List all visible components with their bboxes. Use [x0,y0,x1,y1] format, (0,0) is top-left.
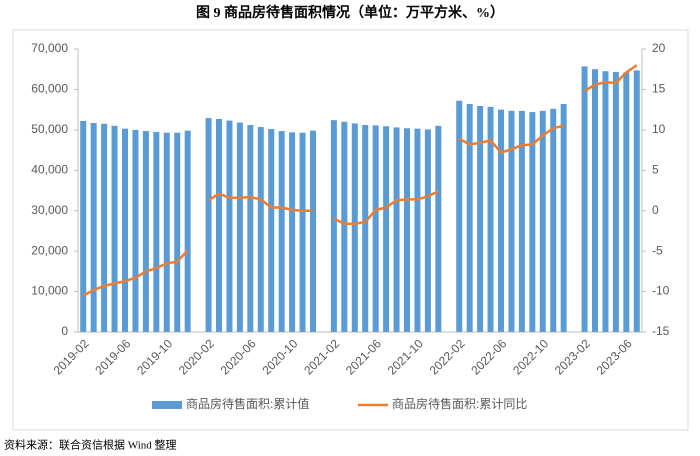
bar [205,118,212,332]
y-tick-label: 0 [61,324,68,338]
bar [111,125,118,332]
y2-tick-label: 5 [652,162,659,176]
bar [142,131,149,332]
bar [351,123,358,332]
bar [153,131,160,332]
bar [101,123,108,333]
bar [498,109,504,333]
bar [278,131,285,332]
x-tick-label: 2020-06 [218,336,259,377]
bar [310,130,316,332]
bar [529,112,536,332]
line [82,64,638,297]
source-note: 资料来源：联合资信根据 Wind 整理 [4,438,177,452]
bar [268,129,275,332]
bar [581,66,588,333]
y-tick-label: 10,000 [31,284,68,298]
y2-tick-label: 15 [652,82,666,96]
y2-tick-label: -15 [652,324,670,338]
bar [90,122,97,332]
y-tick-label: 50,000 [31,122,68,136]
bar [226,120,233,333]
bar [299,132,306,332]
y-tick-label: 40,000 [31,162,68,176]
bar [539,110,546,332]
bar [132,129,139,332]
bar [435,125,442,332]
bar [362,125,369,333]
y2-tick-label: 0 [652,203,659,217]
y2-tick-label: 10 [652,122,666,136]
bar [383,126,390,333]
bar [466,103,473,333]
bar [289,132,296,332]
x-tick-label: 2022-10 [510,336,551,377]
x-tick-label: 2023-02 [552,336,593,377]
bar [487,106,494,332]
bar [518,110,525,332]
y2-tick-label: -10 [652,284,670,298]
bar [341,121,348,333]
bar [174,132,181,332]
x-tick-label: 2021-06 [343,336,384,377]
y2-tick-label: 20 [652,41,666,55]
bar [477,106,484,332]
bar [424,129,431,332]
bar [330,120,337,332]
bar [414,128,421,332]
x-tick-label: 2020-02 [176,336,217,377]
bar [372,125,379,332]
legend-label: 商品房待售面积:累计同比 [392,396,527,411]
y-tick-label: 60,000 [31,82,68,96]
bar [550,108,557,332]
bar [623,72,630,332]
y-tick-label: 70,000 [31,41,68,55]
y2-tick-label: -5 [652,243,663,257]
bar [456,100,463,333]
bar [560,103,567,333]
x-tick-label: 2019-10 [134,336,175,377]
x-tick-label: 2022-02 [427,336,468,377]
bar [216,118,222,332]
x-tick-label: 2021-10 [385,336,426,377]
x-tick-label: 2021-02 [301,336,342,377]
bar [633,70,640,333]
bar [508,110,515,332]
chart-border [12,29,689,431]
chart-title: 图 9 商品房待售面积情况（单位：万平方米、%） [196,4,504,21]
bar [602,71,609,332]
bar [163,132,170,332]
bar [122,128,128,332]
bar [184,130,191,332]
y-tick-label: 30,000 [31,203,68,217]
x-tick-label: 2019-06 [92,336,133,377]
bar [612,72,619,333]
bar [247,125,254,333]
x-tick-label: 2022-06 [468,336,509,377]
x-tick-label: 2019-02 [51,336,92,377]
bar [257,127,264,332]
legend-swatch [152,401,182,409]
bar [393,127,400,332]
bar [404,128,410,332]
legend-label: 商品房待售面积:累计值 [186,396,309,411]
bar [80,120,87,332]
x-tick-label: 2020-10 [259,336,300,377]
x-tick-label: 2023-06 [594,336,635,377]
bar [236,122,243,332]
y-tick-label: 20,000 [31,243,68,257]
bar [592,69,598,332]
